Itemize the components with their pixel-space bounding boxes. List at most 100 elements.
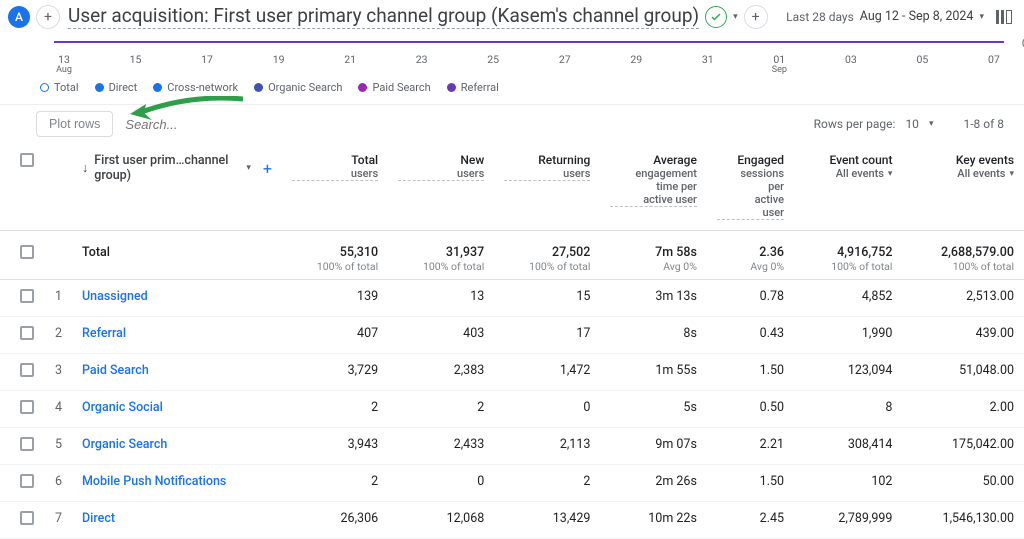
row-index: 1 bbox=[44, 280, 72, 317]
cell-new-users: 2,383 bbox=[388, 354, 494, 391]
cell-new-users: 2,433 bbox=[388, 428, 494, 465]
cell-eng-sess: 0.43 bbox=[707, 317, 794, 354]
cell-avg-eng: 10m 22s bbox=[600, 502, 707, 539]
rows-dropdown-icon[interactable]: ▾ bbox=[929, 119, 934, 129]
col-key-events[interactable]: Key events All events▾ bbox=[902, 143, 1024, 231]
x-tick: 31 bbox=[698, 53, 718, 75]
select-all-checkbox[interactable] bbox=[20, 153, 34, 167]
report-header: A + User acquisition: First user primary… bbox=[0, 0, 1024, 33]
cell-total-users: 3,729 bbox=[282, 354, 388, 391]
legend-swatch-icon bbox=[40, 83, 49, 92]
table-row: 1Unassigned13913153m 13s0.784,8522,513.0… bbox=[0, 280, 1024, 317]
total-row: Total 55,310100% of total 31,937100% of … bbox=[0, 231, 1024, 280]
cell-avg-eng: 8s bbox=[600, 317, 707, 354]
legend-label: Total bbox=[54, 81, 79, 94]
col-total-users[interactable]: Total users bbox=[282, 143, 388, 231]
legend-label: Referral bbox=[461, 81, 499, 94]
date-range-text: Aug 12 - Sep 8, 2024 bbox=[860, 9, 974, 24]
cell-total-users: 2 bbox=[282, 391, 388, 428]
row-dimension[interactable]: Organic Search bbox=[72, 428, 282, 465]
cell-new-users: 2 bbox=[388, 391, 494, 428]
x-tick: 05 bbox=[912, 53, 932, 75]
cell-returning: 2,113 bbox=[494, 428, 600, 465]
title-dropdown-icon[interactable]: ▾ bbox=[733, 12, 738, 22]
cell-key-events: 2.00 bbox=[902, 391, 1024, 428]
legend-swatch-icon bbox=[153, 83, 162, 92]
legend-label: Paid Search bbox=[372, 81, 430, 94]
cell-avg-eng: 5s bbox=[600, 391, 707, 428]
legend-item[interactable]: Cross-network bbox=[153, 81, 238, 94]
table-row: 6Mobile Push Notifications2022m 26s1.501… bbox=[0, 465, 1024, 502]
x-tick: 19 bbox=[269, 53, 289, 75]
date-range-picker[interactable]: Last 28 days Aug 12 - Sep 8, 2024 ▾ bbox=[786, 9, 984, 24]
x-axis: 13Aug15171921232527293101Sep030507 bbox=[54, 53, 1004, 75]
table-row: 7Direct26,30612,06813,42910m 22s2.452,78… bbox=[0, 502, 1024, 539]
row-dimension[interactable]: Referral bbox=[72, 317, 282, 354]
row-checkbox[interactable] bbox=[20, 245, 34, 259]
view-toggle-icon[interactable] bbox=[996, 10, 1012, 24]
add-button[interactable]: + bbox=[744, 5, 768, 29]
dimension-selector[interactable]: ↓ First user prim…channel group) ▾ + bbox=[82, 153, 272, 183]
table-row: 2Referral407403178s0.431,990439.00 bbox=[0, 317, 1024, 354]
legend-item[interactable]: Paid Search bbox=[358, 81, 430, 94]
add-comparison-button[interactable]: + bbox=[36, 5, 60, 29]
row-checkbox[interactable] bbox=[20, 400, 34, 414]
x-tick: 25 bbox=[483, 53, 503, 75]
legend-item[interactable]: Total bbox=[40, 81, 79, 94]
row-checkbox[interactable] bbox=[20, 474, 34, 488]
row-checkbox[interactable] bbox=[20, 363, 34, 377]
annotation-arrow-icon bbox=[128, 96, 248, 126]
x-tick: 13Aug bbox=[54, 53, 74, 75]
row-dimension[interactable]: Organic Social bbox=[72, 391, 282, 428]
row-index: 2 bbox=[44, 317, 72, 354]
cell-new-users: 0 bbox=[388, 465, 494, 502]
cell-new-users: 403 bbox=[388, 317, 494, 354]
cell-returning: 1,472 bbox=[494, 354, 600, 391]
x-tick: 07 bbox=[984, 53, 1004, 75]
report-title[interactable]: User acquisition: First user primary cha… bbox=[68, 4, 699, 29]
cell-eng-sess: 1.50 bbox=[707, 465, 794, 502]
row-dimension[interactable]: Direct bbox=[72, 502, 282, 539]
legend-label: Cross-network bbox=[167, 81, 238, 94]
col-event-count[interactable]: Event count All events▾ bbox=[794, 143, 902, 231]
x-tick: 27 bbox=[555, 53, 575, 75]
col-avg-engagement[interactable]: Average engagement time per active user bbox=[600, 143, 707, 231]
row-checkbox[interactable] bbox=[20, 511, 34, 525]
legend-item[interactable]: Direct bbox=[95, 81, 138, 94]
legend-item[interactable]: Referral bbox=[447, 81, 499, 94]
cell-new-users: 12,068 bbox=[388, 502, 494, 539]
cell-returning: 15 bbox=[494, 280, 600, 317]
cell-key-events: 439.00 bbox=[902, 317, 1024, 354]
row-checkbox[interactable] bbox=[20, 289, 34, 303]
plot-rows-button[interactable]: Plot rows bbox=[36, 111, 113, 137]
legend-label: Direct bbox=[109, 81, 138, 94]
cell-total-users: 2 bbox=[282, 465, 388, 502]
cell-returning: 13,429 bbox=[494, 502, 600, 539]
row-index: 3 bbox=[44, 354, 72, 391]
cell-total-users: 139 bbox=[282, 280, 388, 317]
add-dimension-button[interactable]: + bbox=[263, 159, 272, 178]
row-dimension[interactable]: Mobile Push Notifications bbox=[72, 465, 282, 502]
cell-eng-sess: 0.50 bbox=[707, 391, 794, 428]
row-index: 4 bbox=[44, 391, 72, 428]
row-dimension[interactable]: Paid Search bbox=[72, 354, 282, 391]
row-checkbox[interactable] bbox=[20, 326, 34, 340]
row-checkbox[interactable] bbox=[20, 437, 34, 451]
cell-event-count: 123,094 bbox=[794, 354, 902, 391]
x-tick: 29 bbox=[626, 53, 646, 75]
row-dimension[interactable]: Unassigned bbox=[72, 280, 282, 317]
col-engaged-sessions[interactable]: Engaged sessions per active user bbox=[707, 143, 794, 231]
cell-key-events: 175,042.00 bbox=[902, 428, 1024, 465]
verified-icon[interactable] bbox=[705, 6, 727, 28]
cell-returning: 2 bbox=[494, 465, 600, 502]
legend-item[interactable]: Organic Search bbox=[254, 81, 342, 94]
rows-per-page-value[interactable]: 10 bbox=[905, 117, 919, 131]
cell-returning: 17 bbox=[494, 317, 600, 354]
col-returning-users[interactable]: Returning users bbox=[494, 143, 600, 231]
col-new-users[interactable]: New users bbox=[388, 143, 494, 231]
x-tick: 21 bbox=[340, 53, 360, 75]
cell-eng-sess: 1.50 bbox=[707, 354, 794, 391]
row-index: 5 bbox=[44, 428, 72, 465]
avatar[interactable]: A bbox=[8, 6, 30, 28]
cell-total-users: 26,306 bbox=[282, 502, 388, 539]
